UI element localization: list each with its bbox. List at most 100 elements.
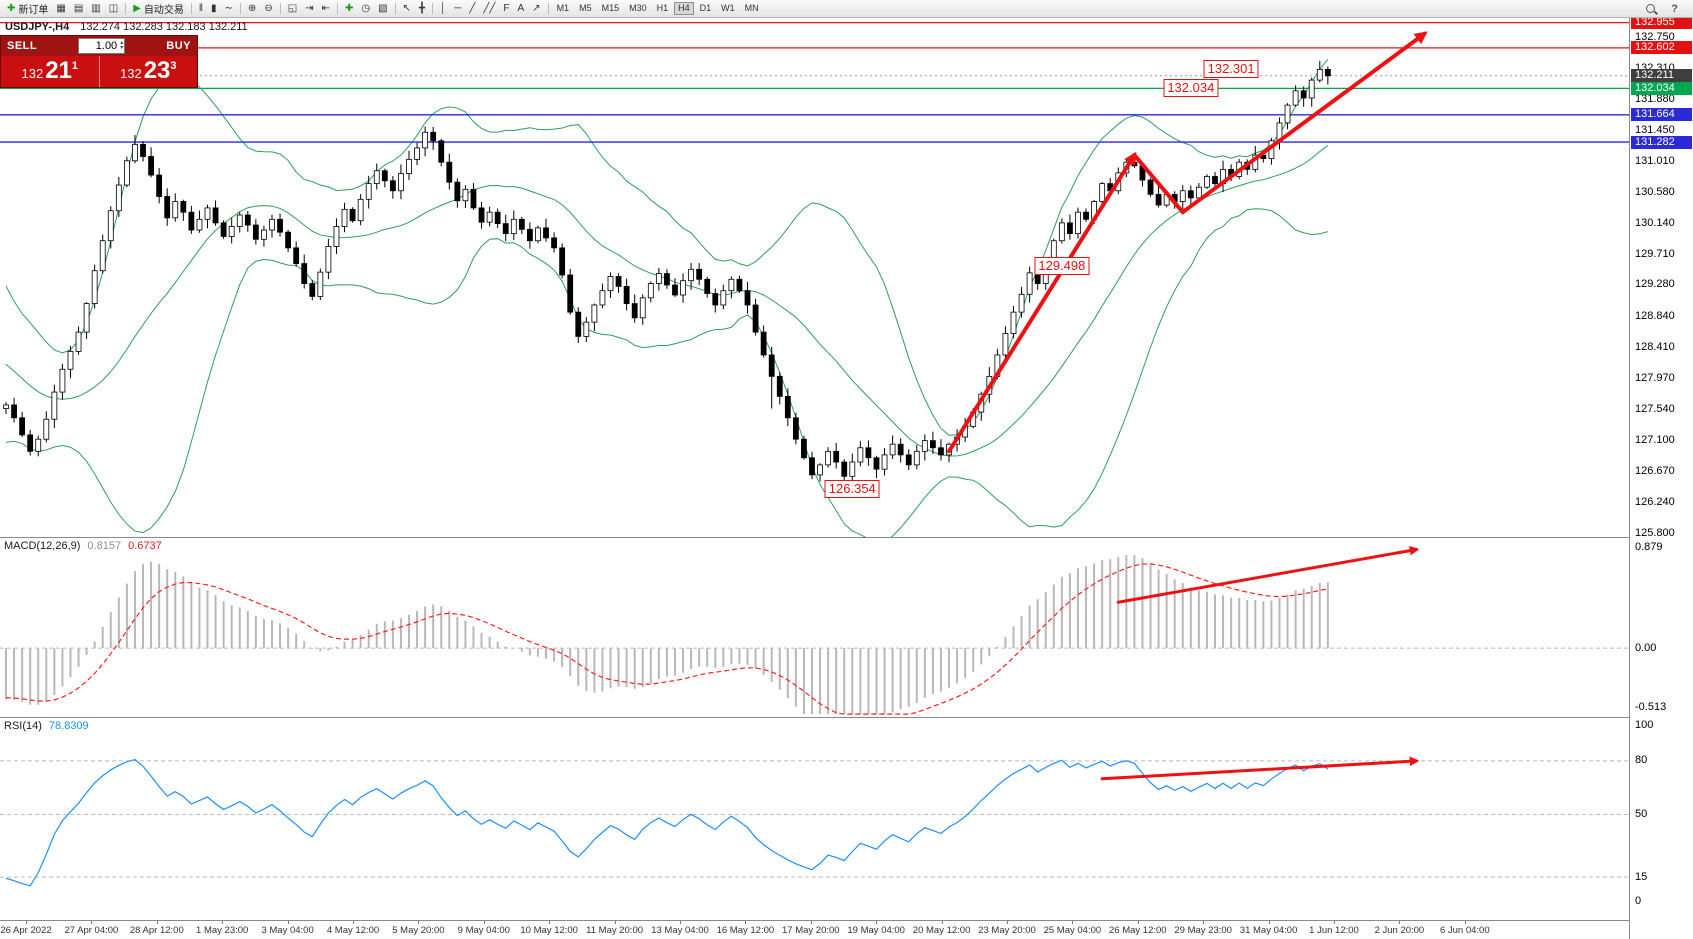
time-axis-tick bbox=[745, 921, 747, 924]
autotrading-button[interactable]: ▶ 自动交易 bbox=[130, 2, 187, 16]
time-axis-tick bbox=[91, 921, 93, 924]
candlestick-chart[interactable] bbox=[0, 18, 1629, 537]
time-axis-label: 13 May 04:00 bbox=[651, 925, 709, 936]
crosshair-tool-button[interactable]: ╋ bbox=[416, 2, 428, 16]
line-chart-button[interactable]: ∼ bbox=[222, 2, 236, 16]
time-axis-tick bbox=[1464, 921, 1466, 924]
chart-profiles-button[interactable]: ▦ bbox=[53, 2, 68, 16]
tile-windows-button[interactable]: ◱ bbox=[285, 2, 300, 16]
new-order-button[interactable]: ✚ 新订单 bbox=[4, 2, 51, 16]
rsi-axis-label: 15 bbox=[1635, 870, 1648, 883]
toolbar-buttons: ✚ 新订单 ▦ ▤ ▥ ◫ ▶ 自动交易 ‖ ▮ ∼ ⊕ ⊖ ◱ ⇥ ⇤ ✚ ◷ ▧ ↖ ╋ │ ─ ╱ ╱╱ F A ↗ bbox=[3, 2, 552, 16]
stepper-down-icon[interactable]: ▾ bbox=[120, 45, 124, 51]
indicator-plus-icon: ✚ bbox=[344, 2, 354, 14]
time-axis-label: 9 May 04:00 bbox=[457, 925, 510, 936]
search-button[interactable] bbox=[1643, 2, 1658, 16]
market-watch-button[interactable]: ▤ bbox=[71, 2, 86, 16]
timeframe-m30[interactable]: M30 bbox=[629, 3, 647, 13]
time-axis-tick bbox=[549, 921, 551, 924]
timeframe-d1[interactable]: D1 bbox=[699, 3, 712, 13]
rsi-axis-label: 80 bbox=[1635, 754, 1648, 767]
time-axis[interactable]: 26 Apr 2022 27 Apr 04:00 28 Apr 12:00 1 May… bbox=[0, 921, 1629, 939]
sell-button[interactable]: SELL bbox=[7, 40, 38, 52]
time-axis-label: 27 Apr 04:00 bbox=[64, 925, 119, 936]
time-axis-label: 28 Apr 12:00 bbox=[129, 925, 184, 936]
volume-value: 1.00 bbox=[95, 40, 118, 52]
timeframe-w1[interactable]: W1 bbox=[721, 3, 735, 13]
price-line-badge[interactable]: 131.664 bbox=[1631, 108, 1692, 122]
volume-input[interactable]: 1.00 ▴ ▾ bbox=[78, 38, 126, 54]
buy-price-button[interactable]: 132 23 3 bbox=[100, 56, 198, 87]
rsi-label: RSI(14) 78.8309 bbox=[4, 720, 89, 732]
trendline-button[interactable]: ╱ bbox=[466, 2, 478, 16]
help-button[interactable]: ? bbox=[1668, 2, 1681, 16]
zoom-out-button[interactable]: ⊖ bbox=[261, 2, 275, 16]
chart-shift-button[interactable]: ⇤ bbox=[319, 2, 333, 16]
toolbar: ✚ 新订单 ▦ ▤ ▥ ◫ ▶ 自动交易 ‖ ▮ ∼ ⊕ ⊖ ◱ ⇥ ⇤ ✚ ◷ ▧ ↖ ╋ │ ─ ╱ ╱╱ F A ↗ M1 M5 M… bbox=[0, 0, 1693, 18]
sell-price-big: 21 bbox=[45, 57, 72, 84]
time-axis-tick bbox=[222, 921, 224, 924]
time-axis-label: 2 Jun 20:00 bbox=[1374, 925, 1425, 936]
buy-button[interactable]: BUY bbox=[166, 40, 191, 52]
indicators-button[interactable]: ✚ bbox=[342, 2, 356, 16]
periods-button[interactable]: ◷ bbox=[358, 2, 373, 16]
trade-widget-header: SELL 1.00 ▴ ▾ BUY bbox=[1, 36, 197, 56]
main-chart-panel[interactable]: USDJPY-,H4 132.274 132.283 132.183 132.2… bbox=[0, 18, 1629, 538]
text-tool-button[interactable]: A bbox=[515, 2, 528, 16]
bar-chart-button[interactable]: ‖ bbox=[196, 2, 206, 16]
volume-stepper[interactable]: ▴ ▾ bbox=[120, 40, 124, 51]
zoom-out-icon: ⊖ bbox=[264, 2, 273, 14]
time-axis-label: 6 Jun 04:00 bbox=[1439, 925, 1490, 936]
time-axis-tick bbox=[614, 921, 616, 924]
autotrading-button-label: 自动交易 bbox=[143, 5, 184, 16]
price-line-badge[interactable]: 132.602 bbox=[1631, 41, 1692, 55]
rsi-panel[interactable]: RSI(14) 78.8309 bbox=[0, 718, 1629, 921]
price-annotation: 126.354 bbox=[824, 480, 880, 499]
time-axis-label: 20 May 12:00 bbox=[912, 925, 971, 936]
horizontal-line-button[interactable]: ─ bbox=[451, 2, 464, 16]
time-axis-label: 23 May 20:00 bbox=[978, 925, 1036, 936]
price-axis[interactable]: 132.955 132.750 132.602 132.310 132.211 132.0… bbox=[1629, 18, 1693, 939]
data-window-button[interactable]: ▥ bbox=[88, 2, 103, 16]
price-line-badge[interactable]: 132.955 bbox=[1631, 18, 1692, 30]
candlestick-chart-button[interactable]: ▮ bbox=[208, 2, 220, 16]
timeframe-mn[interactable]: MN bbox=[744, 3, 759, 13]
macd-axis-label: 0.00 bbox=[1635, 641, 1657, 654]
channel-button[interactable]: ╱╱ bbox=[480, 2, 498, 16]
templates-button[interactable]: ▧ bbox=[375, 2, 390, 16]
price-line-badge[interactable]: 131.282 bbox=[1631, 135, 1692, 149]
timeframe-h1[interactable]: H1 bbox=[656, 3, 669, 13]
price-axis-label: 131.880 bbox=[1635, 92, 1675, 105]
timeframe-h4[interactable]: H4 bbox=[674, 2, 694, 15]
toolbar-separator bbox=[190, 3, 192, 14]
sell-price-button[interactable]: 132 21 1 bbox=[1, 56, 99, 87]
price-axis-label: 130.140 bbox=[1635, 217, 1675, 230]
time-axis-tick bbox=[1007, 921, 1008, 924]
time-axis-tick bbox=[26, 921, 27, 924]
navigator-button[interactable]: ◫ bbox=[106, 2, 121, 16]
time-axis-tick bbox=[1137, 921, 1139, 924]
cursor-tool-button[interactable]: ↖ bbox=[400, 2, 414, 16]
profiles-icon: ▦ bbox=[56, 2, 66, 14]
rsi-chart[interactable] bbox=[0, 718, 1629, 920]
macd-chart[interactable] bbox=[0, 538, 1629, 717]
chart-shift-icon: ⇤ bbox=[321, 2, 330, 14]
timeframe-m1[interactable]: M1 bbox=[556, 3, 570, 13]
price-line-badge[interactable]: 132.034 bbox=[1631, 81, 1692, 95]
rsi-value: 78.8309 bbox=[48, 720, 89, 732]
auto-scroll-button[interactable]: ⇥ bbox=[302, 2, 316, 16]
arrows-tool-button[interactable]: ↗ bbox=[529, 2, 543, 16]
toolbar-separator bbox=[336, 3, 338, 14]
vertical-line-button[interactable]: │ bbox=[437, 2, 449, 16]
trendline-icon: ╱ bbox=[469, 2, 476, 14]
time-axis-tick bbox=[1268, 921, 1270, 924]
stepper-up-icon[interactable]: ▴ bbox=[120, 40, 124, 46]
zoom-in-button[interactable]: ⊕ bbox=[245, 2, 259, 16]
toolbar-separator bbox=[239, 3, 241, 14]
timeframe-m5[interactable]: M5 bbox=[579, 3, 592, 13]
macd-panel[interactable]: MACD(12,26,9) 0.8157 0.6737 bbox=[0, 538, 1629, 718]
timeframe-m15[interactable]: M15 bbox=[601, 3, 620, 13]
fibonacci-button[interactable]: F bbox=[500, 2, 512, 16]
rsi-name: RSI(14) bbox=[4, 720, 42, 732]
